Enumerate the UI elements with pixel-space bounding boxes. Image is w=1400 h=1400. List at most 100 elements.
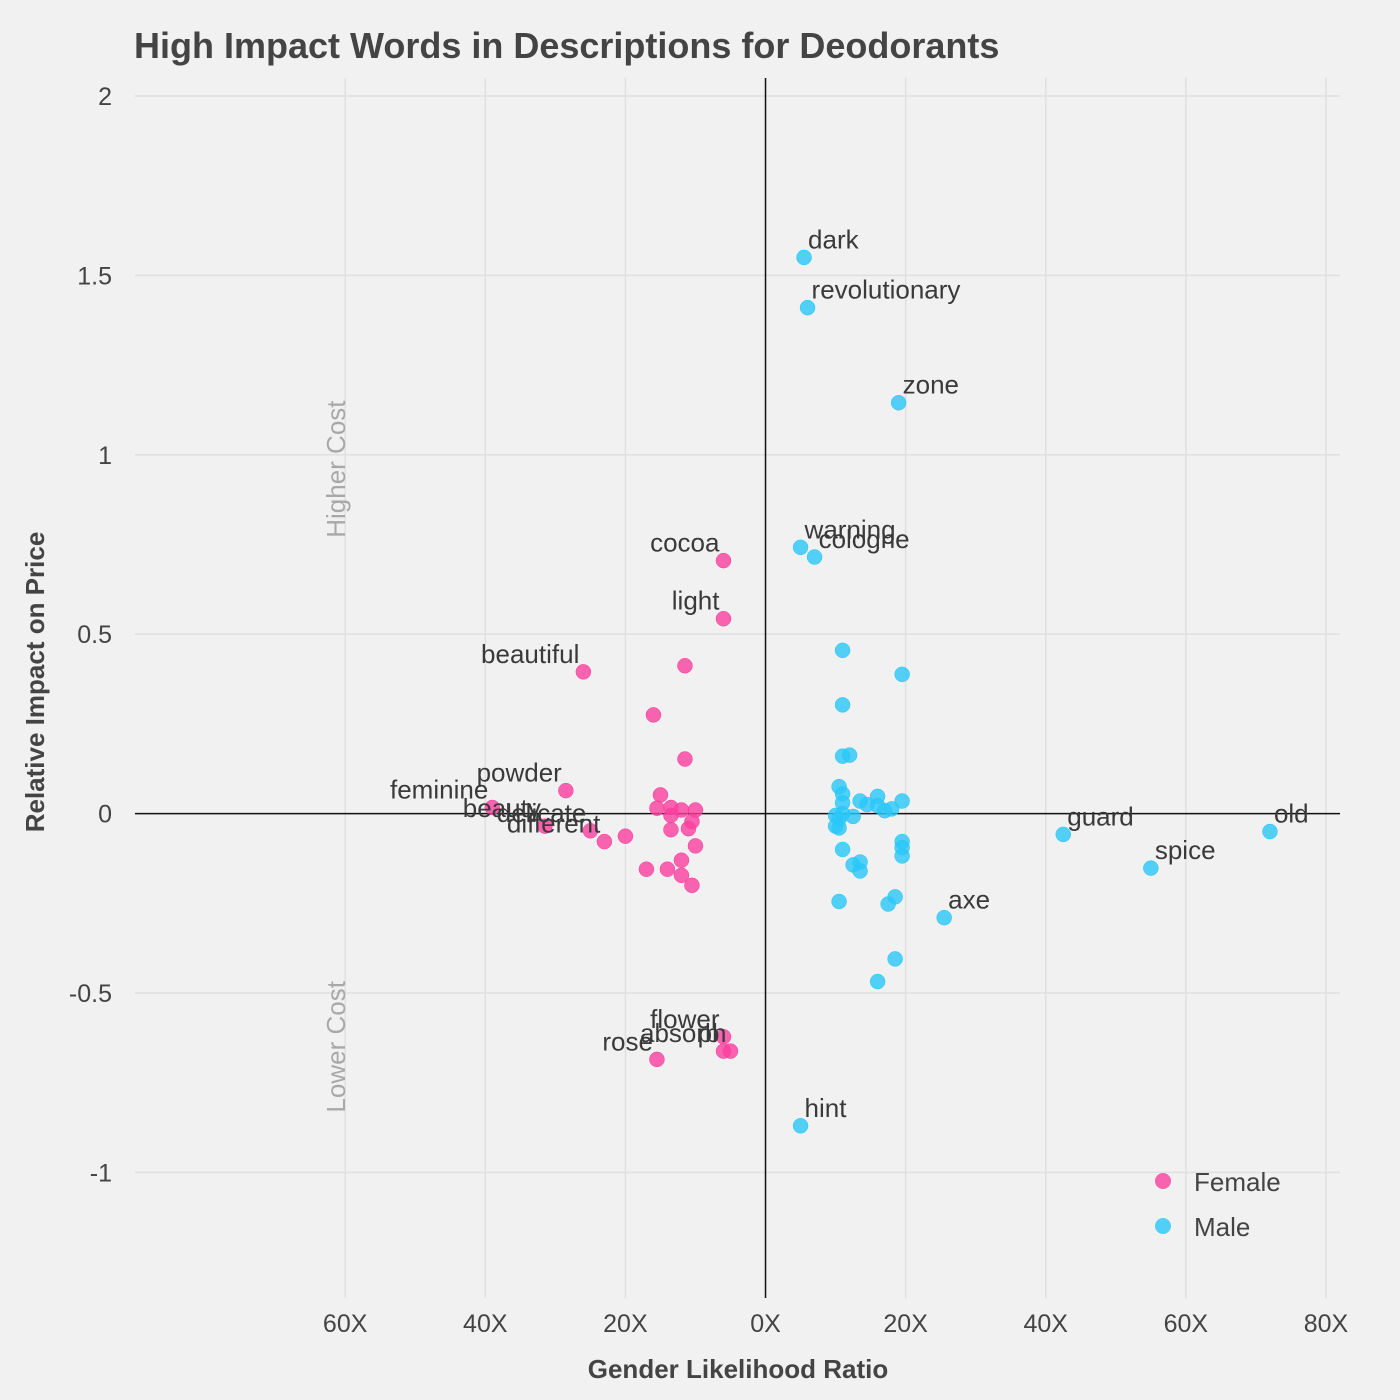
- data-point-female[interactable]: [687, 838, 704, 854]
- data-point-male[interactable]: [792, 1118, 809, 1134]
- data-point-male[interactable]: [883, 801, 900, 817]
- point-label: delicate: [497, 798, 587, 828]
- data-point-female[interactable]: [582, 823, 599, 839]
- x-tick-label: 40X: [463, 1310, 508, 1338]
- y-tick-label: 0: [98, 801, 112, 829]
- legend-marker-male: [1155, 1218, 1171, 1234]
- data-point-male[interactable]: [831, 811, 847, 827]
- point-label: powder: [477, 758, 563, 788]
- data-point-female[interactable]: [596, 833, 613, 850]
- data-point-male[interactable]: [799, 299, 816, 316]
- x-tick-label: 40X: [1024, 1310, 1069, 1338]
- point-label: dark: [808, 224, 860, 254]
- point-label: flower: [650, 1004, 720, 1034]
- data-points: [484, 249, 1278, 1134]
- point-labels: cocoalightbeautifulpowderfemininebeautyd…: [390, 224, 1309, 1122]
- y-tick-label: -1: [90, 1159, 112, 1187]
- annotations: Higher Cost Lower Cost: [321, 400, 351, 1113]
- data-point-male[interactable]: [1143, 860, 1159, 876]
- y-tick-label: 1.5: [77, 262, 112, 290]
- data-point-male[interactable]: [806, 549, 823, 565]
- data-point-female[interactable]: [652, 787, 669, 803]
- data-point-female[interactable]: [715, 610, 732, 627]
- point-label: revolutionary: [812, 275, 961, 305]
- point-label: ph: [698, 1018, 727, 1048]
- point-label: beautiful: [481, 639, 579, 669]
- data-point-male[interactable]: [890, 394, 907, 411]
- data-point-female[interactable]: [677, 751, 693, 767]
- point-label: light: [672, 586, 720, 616]
- data-point-male[interactable]: [887, 951, 903, 967]
- data-point-male[interactable]: [869, 973, 886, 990]
- data-point-male[interactable]: [1055, 826, 1072, 843]
- data-point-male[interactable]: [1262, 823, 1278, 840]
- data-point-female[interactable]: [680, 820, 697, 837]
- data-point-male[interactable]: [894, 793, 910, 809]
- data-point-female[interactable]: [677, 658, 693, 674]
- point-label: different: [507, 809, 601, 839]
- x-tick-label: 20X: [603, 1310, 648, 1338]
- data-point-male[interactable]: [834, 841, 851, 858]
- data-point-female[interactable]: [649, 800, 665, 816]
- data-point-male[interactable]: [834, 642, 851, 659]
- point-label: hint: [805, 1093, 848, 1123]
- x-axis-title: Gender Likelihood Ratio: [588, 1354, 888, 1384]
- data-point-male[interactable]: [936, 909, 952, 926]
- point-label: cologne: [819, 524, 910, 554]
- legend: Female Male: [1155, 1167, 1281, 1242]
- legend-item-male[interactable]: Male: [1155, 1212, 1250, 1242]
- point-label: warning: [804, 514, 896, 544]
- point-label: beauty: [463, 793, 541, 823]
- data-point-female[interactable]: [617, 828, 634, 844]
- gridlines: [135, 78, 1340, 1298]
- data-point-female[interactable]: [715, 552, 732, 569]
- data-point-female[interactable]: [722, 1043, 739, 1059]
- y-tick-label: 0.5: [77, 621, 112, 649]
- legend-marker-female: [1155, 1173, 1171, 1189]
- data-point-male[interactable]: [845, 808, 861, 825]
- x-tick-label: 0X: [750, 1310, 781, 1338]
- data-point-female[interactable]: [537, 818, 553, 834]
- quadrant-annotation: Higher Cost: [321, 400, 351, 538]
- point-label: axe: [948, 885, 990, 915]
- data-point-female[interactable]: [673, 867, 690, 884]
- data-point-male[interactable]: [894, 666, 910, 683]
- tick-labels: 60X 40X 20X 0X 20X 40X 60X 80X 2 1.5 1 0.5 0 -0.5 -1: [69, 83, 1349, 1338]
- data-point-female[interactable]: [638, 861, 655, 877]
- legend-item-female[interactable]: Female: [1155, 1167, 1281, 1197]
- data-point-female[interactable]: [484, 799, 501, 816]
- data-point-female[interactable]: [684, 877, 700, 894]
- x-tick-label: 60X: [1164, 1310, 1209, 1338]
- point-label: zone: [903, 370, 959, 400]
- data-point-female[interactable]: [645, 707, 662, 723]
- y-tick-label: 1: [98, 442, 112, 470]
- point-label: spice: [1155, 835, 1216, 865]
- data-point-female[interactable]: [663, 821, 679, 838]
- data-point-female[interactable]: [659, 861, 676, 877]
- data-point-female[interactable]: [673, 852, 690, 868]
- data-point-male[interactable]: [852, 863, 868, 879]
- data-point-male[interactable]: [792, 539, 809, 556]
- x-tick-label: 60X: [323, 1310, 368, 1338]
- x-tick-label: 80X: [1304, 1310, 1349, 1338]
- data-point-male[interactable]: [841, 747, 858, 763]
- data-point-male[interactable]: [880, 896, 896, 912]
- legend-label-female: Female: [1194, 1167, 1281, 1197]
- point-label: rose: [602, 1026, 653, 1056]
- data-point-male[interactable]: [834, 697, 851, 713]
- data-point-female[interactable]: [558, 782, 574, 799]
- data-point-male[interactable]: [796, 249, 812, 266]
- data-point-male[interactable]: [831, 893, 847, 910]
- point-label: guard: [1067, 801, 1134, 831]
- data-point-female[interactable]: [673, 802, 690, 818]
- zero-lines: [135, 78, 1340, 1298]
- legend-label-male: Male: [1194, 1212, 1250, 1242]
- point-label: absorb: [640, 1018, 720, 1048]
- data-point-female[interactable]: [649, 1051, 665, 1068]
- point-label: feminine: [390, 774, 488, 804]
- chart-title: High Impact Words in Descriptions for De…: [134, 25, 999, 66]
- data-point-male[interactable]: [894, 848, 910, 864]
- data-point-female[interactable]: [575, 664, 592, 680]
